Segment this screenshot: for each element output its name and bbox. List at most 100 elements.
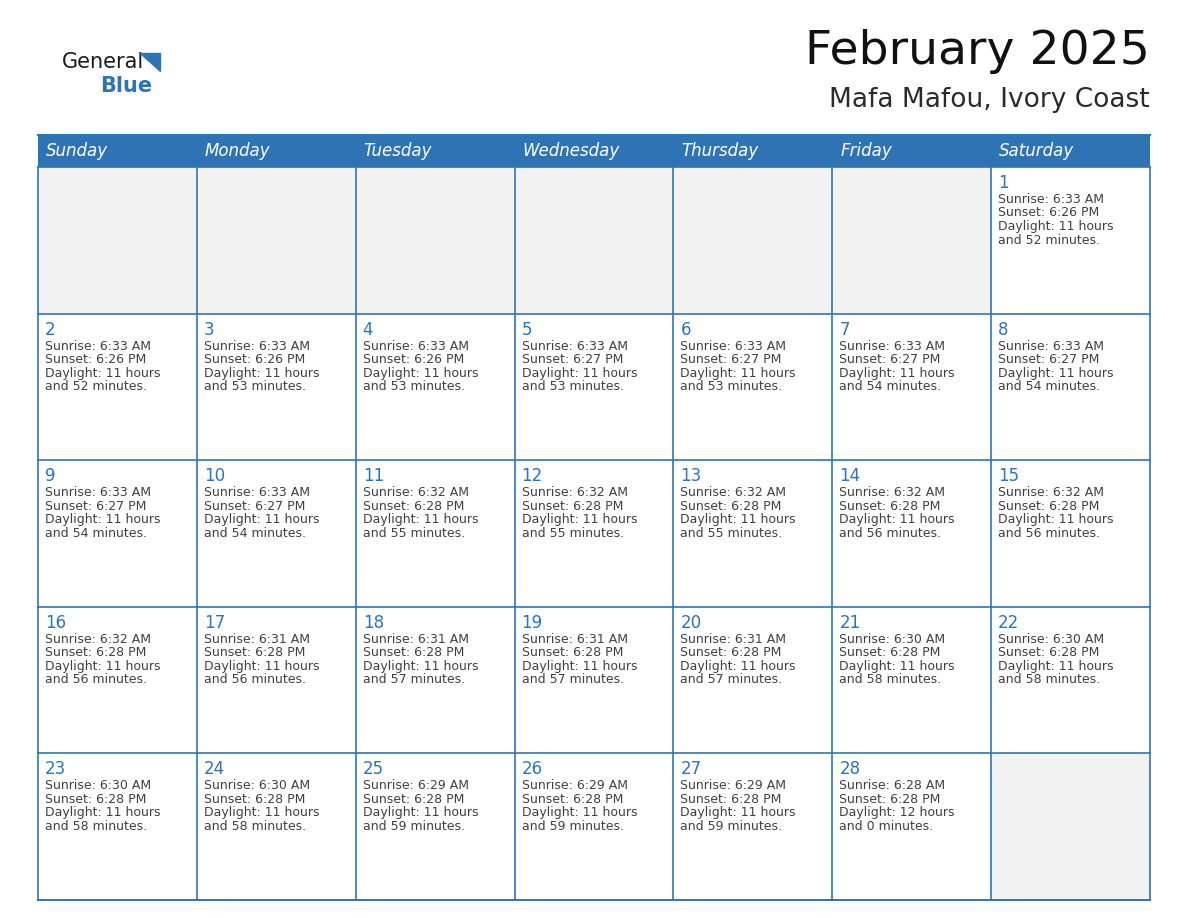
Text: Daylight: 11 hours: Daylight: 11 hours xyxy=(45,513,160,526)
Text: and 56 minutes.: and 56 minutes. xyxy=(998,527,1100,540)
Text: and 57 minutes.: and 57 minutes. xyxy=(362,673,465,687)
Text: Sunset: 6:28 PM: Sunset: 6:28 PM xyxy=(681,499,782,512)
Bar xyxy=(991,607,1150,754)
Text: and 59 minutes.: and 59 minutes. xyxy=(681,820,783,833)
Text: 28: 28 xyxy=(839,760,860,778)
Bar xyxy=(38,167,197,314)
Bar xyxy=(991,460,1150,607)
Text: Sunday: Sunday xyxy=(46,142,108,160)
Text: Sunrise: 6:32 AM: Sunrise: 6:32 AM xyxy=(998,487,1104,499)
Text: and 56 minutes.: and 56 minutes. xyxy=(839,527,941,540)
Text: Sunset: 6:27 PM: Sunset: 6:27 PM xyxy=(45,499,146,512)
Text: 12: 12 xyxy=(522,467,543,486)
Text: Sunset: 6:27 PM: Sunset: 6:27 PM xyxy=(839,353,941,366)
Text: Daylight: 11 hours: Daylight: 11 hours xyxy=(522,806,637,820)
Bar xyxy=(674,754,833,900)
Text: Daylight: 11 hours: Daylight: 11 hours xyxy=(998,513,1113,526)
Text: Monday: Monday xyxy=(204,142,271,160)
Text: Sunrise: 6:28 AM: Sunrise: 6:28 AM xyxy=(839,779,946,792)
Text: 2: 2 xyxy=(45,320,56,339)
Text: 4: 4 xyxy=(362,320,373,339)
Text: Mafa Mafou, Ivory Coast: Mafa Mafou, Ivory Coast xyxy=(829,87,1150,113)
Text: Daylight: 11 hours: Daylight: 11 hours xyxy=(204,513,320,526)
Bar xyxy=(197,167,355,314)
Text: Sunrise: 6:30 AM: Sunrise: 6:30 AM xyxy=(998,633,1105,645)
Bar xyxy=(991,135,1150,167)
Text: and 58 minutes.: and 58 minutes. xyxy=(839,673,941,687)
Text: Sunrise: 6:31 AM: Sunrise: 6:31 AM xyxy=(681,633,786,645)
Bar xyxy=(674,167,833,314)
Bar xyxy=(38,135,197,167)
Text: Sunset: 6:28 PM: Sunset: 6:28 PM xyxy=(839,793,941,806)
Text: Daylight: 11 hours: Daylight: 11 hours xyxy=(681,366,796,380)
Text: and 57 minutes.: and 57 minutes. xyxy=(681,673,783,687)
Text: Sunrise: 6:33 AM: Sunrise: 6:33 AM xyxy=(998,340,1104,353)
Text: Daylight: 12 hours: Daylight: 12 hours xyxy=(839,806,955,820)
Text: Sunrise: 6:33 AM: Sunrise: 6:33 AM xyxy=(362,340,469,353)
Bar xyxy=(833,607,991,754)
Text: 9: 9 xyxy=(45,467,56,486)
Text: Daylight: 11 hours: Daylight: 11 hours xyxy=(998,366,1113,380)
Text: Sunset: 6:26 PM: Sunset: 6:26 PM xyxy=(362,353,465,366)
Bar xyxy=(514,607,674,754)
Text: Sunrise: 6:29 AM: Sunrise: 6:29 AM xyxy=(681,779,786,792)
Text: 10: 10 xyxy=(204,467,225,486)
Text: Sunrise: 6:33 AM: Sunrise: 6:33 AM xyxy=(839,340,946,353)
Text: Saturday: Saturday xyxy=(999,142,1074,160)
Text: Daylight: 11 hours: Daylight: 11 hours xyxy=(681,660,796,673)
Text: 26: 26 xyxy=(522,760,543,778)
Text: Sunset: 6:28 PM: Sunset: 6:28 PM xyxy=(998,646,1100,659)
Text: 18: 18 xyxy=(362,614,384,632)
Text: February 2025: February 2025 xyxy=(805,29,1150,74)
Text: 15: 15 xyxy=(998,467,1019,486)
Text: 24: 24 xyxy=(204,760,225,778)
Text: Sunrise: 6:29 AM: Sunrise: 6:29 AM xyxy=(522,779,627,792)
Text: Daylight: 11 hours: Daylight: 11 hours xyxy=(681,806,796,820)
Text: Daylight: 11 hours: Daylight: 11 hours xyxy=(204,366,320,380)
Text: 7: 7 xyxy=(839,320,849,339)
Text: 13: 13 xyxy=(681,467,702,486)
Text: Daylight: 11 hours: Daylight: 11 hours xyxy=(998,220,1113,233)
Text: and 56 minutes.: and 56 minutes. xyxy=(204,673,305,687)
Bar xyxy=(355,754,514,900)
Text: Sunset: 6:28 PM: Sunset: 6:28 PM xyxy=(204,793,305,806)
Bar xyxy=(355,314,514,460)
Text: 11: 11 xyxy=(362,467,384,486)
Bar xyxy=(833,135,991,167)
Bar xyxy=(991,314,1150,460)
Text: and 53 minutes.: and 53 minutes. xyxy=(522,380,624,393)
Text: Wednesday: Wednesday xyxy=(523,142,620,160)
Text: Sunset: 6:28 PM: Sunset: 6:28 PM xyxy=(362,499,465,512)
Bar xyxy=(514,754,674,900)
Text: Daylight: 11 hours: Daylight: 11 hours xyxy=(362,366,479,380)
Bar xyxy=(38,314,197,460)
Text: Sunset: 6:27 PM: Sunset: 6:27 PM xyxy=(522,353,623,366)
Text: Daylight: 11 hours: Daylight: 11 hours xyxy=(522,366,637,380)
Text: Daylight: 11 hours: Daylight: 11 hours xyxy=(45,806,160,820)
Bar xyxy=(197,607,355,754)
Text: and 53 minutes.: and 53 minutes. xyxy=(362,380,465,393)
Text: Sunset: 6:28 PM: Sunset: 6:28 PM xyxy=(522,499,623,512)
Text: Sunrise: 6:32 AM: Sunrise: 6:32 AM xyxy=(839,487,946,499)
Bar xyxy=(514,314,674,460)
Bar xyxy=(197,135,355,167)
Text: Sunrise: 6:33 AM: Sunrise: 6:33 AM xyxy=(204,487,310,499)
Text: and 59 minutes.: and 59 minutes. xyxy=(522,820,624,833)
Text: Sunrise: 6:32 AM: Sunrise: 6:32 AM xyxy=(362,487,469,499)
Text: Sunset: 6:27 PM: Sunset: 6:27 PM xyxy=(681,353,782,366)
Text: Sunset: 6:26 PM: Sunset: 6:26 PM xyxy=(998,207,1099,219)
Text: Daylight: 11 hours: Daylight: 11 hours xyxy=(362,513,479,526)
Bar xyxy=(197,460,355,607)
Text: Thursday: Thursday xyxy=(682,142,759,160)
Text: Sunset: 6:26 PM: Sunset: 6:26 PM xyxy=(204,353,305,366)
Text: Sunset: 6:28 PM: Sunset: 6:28 PM xyxy=(522,646,623,659)
Bar xyxy=(355,460,514,607)
Text: and 54 minutes.: and 54 minutes. xyxy=(45,527,147,540)
Text: Sunset: 6:28 PM: Sunset: 6:28 PM xyxy=(681,793,782,806)
Text: Sunset: 6:28 PM: Sunset: 6:28 PM xyxy=(522,793,623,806)
Bar xyxy=(833,314,991,460)
Text: 19: 19 xyxy=(522,614,543,632)
Bar xyxy=(991,167,1150,314)
Text: 6: 6 xyxy=(681,320,691,339)
Text: Daylight: 11 hours: Daylight: 11 hours xyxy=(839,513,955,526)
